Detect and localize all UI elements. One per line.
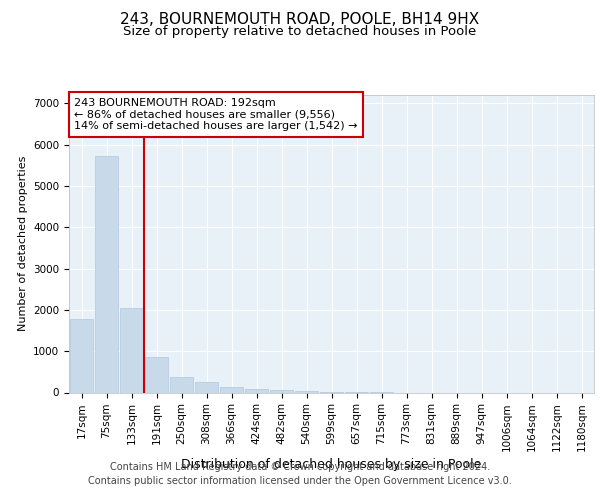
X-axis label: Distribution of detached houses by size in Poole: Distribution of detached houses by size … — [181, 458, 482, 471]
Bar — [195, 382, 218, 392]
Y-axis label: Number of detached properties: Number of detached properties — [17, 156, 28, 332]
Text: Contains HM Land Registry data © Crown copyright and database right 2024.: Contains HM Land Registry data © Crown c… — [110, 462, 490, 472]
Text: Contains public sector information licensed under the Open Government Licence v3: Contains public sector information licen… — [88, 476, 512, 486]
Bar — [220, 387, 243, 392]
Text: 243 BOURNEMOUTH ROAD: 192sqm
← 86% of detached houses are smaller (9,556)
14% of: 243 BOURNEMOUTH ROAD: 192sqm ← 86% of de… — [74, 98, 358, 131]
Bar — [270, 390, 293, 392]
Bar — [245, 389, 268, 392]
Text: Size of property relative to detached houses in Poole: Size of property relative to detached ho… — [124, 25, 476, 38]
Bar — [145, 358, 168, 392]
Bar — [95, 156, 118, 392]
Text: 243, BOURNEMOUTH ROAD, POOLE, BH14 9HX: 243, BOURNEMOUTH ROAD, POOLE, BH14 9HX — [121, 12, 479, 28]
Bar — [170, 377, 193, 392]
Bar — [120, 308, 143, 392]
Bar — [70, 319, 93, 392]
